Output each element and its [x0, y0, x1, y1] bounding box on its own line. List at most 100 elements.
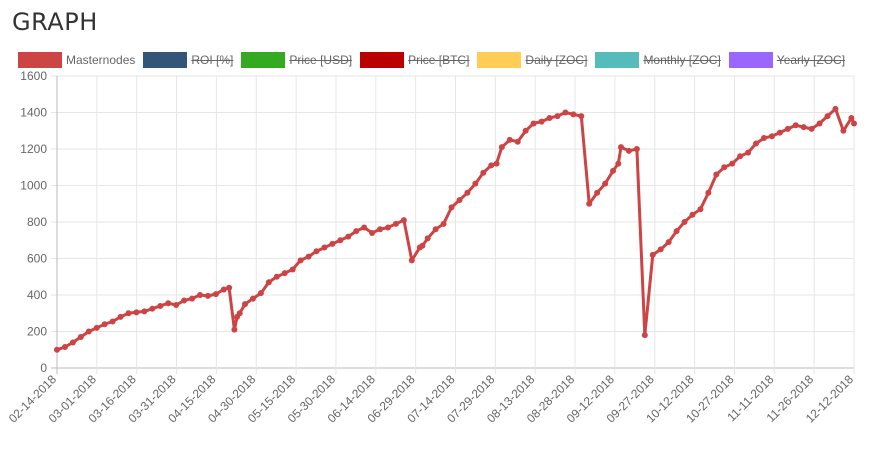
data-point — [602, 180, 609, 187]
y-tick-label: 800 — [27, 215, 47, 229]
data-point — [657, 246, 664, 253]
legend-label-roi: ROI [%] — [191, 53, 234, 67]
data-point — [377, 226, 384, 233]
data-point — [440, 220, 447, 227]
data-point — [554, 113, 561, 120]
data-point — [109, 318, 116, 325]
data-point — [212, 291, 219, 298]
data-point — [93, 324, 100, 331]
data-point — [265, 279, 272, 286]
legend-label-yearly: Yearly [ZOC] — [776, 53, 846, 67]
data-point — [181, 297, 188, 304]
data-point — [697, 206, 704, 213]
data-point — [472, 180, 479, 187]
data-point — [125, 310, 132, 317]
legend-item-price-usd[interactable]: Price [USD] — [241, 52, 352, 68]
legend-item-roi[interactable]: ROI [%] — [143, 52, 233, 68]
data-point — [289, 266, 296, 273]
data-point — [196, 292, 203, 298]
data-point — [514, 138, 521, 145]
data-point — [432, 226, 439, 233]
legend-label-price-usd: Price [USD] — [289, 53, 353, 67]
data-point — [77, 333, 84, 340]
data-point — [408, 257, 415, 264]
data-point — [848, 114, 855, 121]
data-point — [400, 217, 407, 224]
data-point — [776, 129, 783, 136]
data-point — [578, 113, 585, 120]
data-point — [649, 251, 656, 258]
data-point — [851, 120, 857, 127]
y-tick-label: 1400 — [20, 106, 47, 120]
data-point — [546, 114, 553, 121]
data-point — [204, 292, 211, 299]
y-tick-label: 600 — [27, 252, 47, 266]
legend-label-masternodes: Masternodes — [66, 53, 136, 67]
data-point — [361, 224, 368, 231]
data-point — [231, 326, 238, 333]
data-point — [615, 160, 622, 167]
data-point — [610, 167, 617, 174]
data-point — [133, 309, 140, 316]
data-point — [737, 153, 744, 160]
data-point — [456, 197, 463, 204]
data-point — [353, 228, 360, 235]
data-point — [824, 113, 831, 120]
data-point — [345, 233, 352, 240]
data-point — [189, 295, 196, 302]
data-point — [784, 125, 791, 132]
data-point — [226, 284, 233, 291]
legend-item-masternodes[interactable]: Masternodes — [18, 52, 135, 68]
data-point — [625, 147, 632, 154]
data-point — [538, 118, 545, 125]
data-point — [419, 242, 426, 249]
data-point — [297, 257, 304, 264]
data-point — [705, 189, 712, 196]
data-point — [768, 133, 775, 140]
data-point — [729, 160, 736, 167]
data-point — [689, 211, 696, 218]
data-point — [424, 235, 431, 242]
data-point — [321, 244, 328, 251]
data-point — [249, 295, 256, 302]
legend-label-price-btc: Price [BTC] — [408, 53, 470, 67]
data-point — [840, 127, 847, 134]
data-point — [85, 328, 92, 335]
y-tick-label: 1000 — [20, 179, 47, 193]
legend-item-monthly[interactable]: Monthly [ZOC] — [595, 52, 721, 68]
data-point — [681, 219, 688, 225]
legend-item-yearly[interactable]: Yearly [ZOC] — [728, 52, 846, 68]
data-point — [337, 237, 344, 244]
data-point — [220, 286, 227, 293]
data-point — [745, 149, 752, 156]
legend-swatch-price-usd — [241, 52, 286, 68]
y-tick-label: 1200 — [20, 142, 47, 156]
data-point — [641, 332, 648, 339]
data-point — [69, 339, 76, 346]
page-title: GRAPH — [12, 8, 98, 36]
data-point — [506, 136, 513, 143]
legend-swatch-price-btc — [360, 52, 405, 68]
data-point — [54, 346, 60, 353]
data-point — [384, 224, 391, 231]
legend-item-price-btc[interactable]: Price [BTC] — [360, 52, 469, 68]
data-point — [633, 146, 640, 152]
data-point — [753, 140, 760, 147]
data-point — [760, 135, 767, 142]
data-point — [721, 164, 728, 171]
legend-swatch-masternodes — [18, 52, 62, 68]
data-point — [713, 171, 720, 178]
legend-item-daily[interactable]: Daily [ZOC] — [477, 52, 587, 68]
y-tick-label: 200 — [27, 325, 47, 339]
legend-label-daily: Daily [ZOC] — [525, 53, 588, 67]
data-point — [792, 122, 799, 129]
legend-swatch-roi — [143, 52, 188, 68]
data-point — [464, 189, 471, 196]
data-point — [832, 105, 839, 112]
data-point — [392, 220, 399, 227]
data-point — [448, 204, 455, 211]
data-point — [570, 111, 577, 118]
data-point — [281, 270, 288, 277]
data-point — [808, 125, 815, 132]
data-point — [313, 248, 320, 255]
